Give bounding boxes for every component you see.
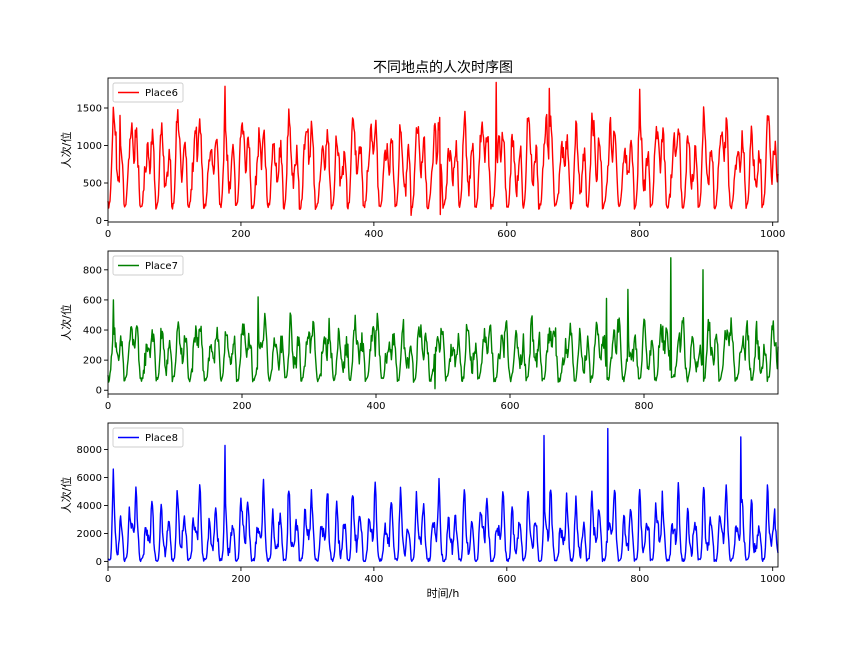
legend: Place8 — [112, 427, 184, 448]
legend-entry: Place8 — [145, 433, 178, 444]
y-tick-label: 4000 — [77, 501, 102, 512]
x-tick-label: 0 — [105, 574, 111, 585]
y-axis-label: 人次/位 — [59, 304, 73, 341]
y-tick-label: 500 — [83, 179, 102, 190]
x-tick-label: 200 — [231, 574, 250, 585]
y-tick-label: 8000 — [77, 445, 102, 456]
y-tick-label: 0 — [96, 386, 102, 397]
series-line-place7 — [107, 257, 779, 390]
y-tick-label: 200 — [83, 356, 102, 367]
x-tick-label: 400 — [364, 574, 383, 585]
chart-title: 不同地点的人次时序图 — [373, 60, 513, 76]
plot-frame — [107, 77, 779, 223]
y-tick-label: 0 — [96, 557, 102, 568]
y-tick-label: 1500 — [77, 104, 102, 115]
y-tick-label: 1000 — [77, 141, 102, 152]
plot-frame — [107, 422, 779, 568]
y-tick-label: 6000 — [77, 473, 102, 484]
y-axis-label: 人次/位 — [59, 477, 73, 514]
chart-panel-2: 0 200 400 600 800 0 200 400 600 800 人次/位 Place7 — [59, 250, 779, 412]
legend-entry: Place7 — [145, 261, 178, 272]
x-tick-label: 600 — [497, 229, 516, 240]
x-tick-label: 600 — [497, 574, 516, 585]
x-tick-label: 800 — [630, 574, 649, 585]
x-axis-label: 时间/h — [427, 587, 460, 600]
series-line-place8 — [107, 427, 779, 563]
x-tick-label: 400 — [364, 229, 383, 240]
plot-frame — [107, 250, 779, 395]
legend: Place7 — [112, 255, 184, 276]
y-axis-label: 人次/位 — [59, 132, 73, 169]
x-tick-label: 600 — [500, 401, 519, 412]
x-tick-label: 800 — [630, 229, 649, 240]
chart-panel-1: 0 200 400 600 800 1000 0 500 1000 1500 人次/位 Place6 — [59, 77, 785, 240]
x-tick-label: 1000 — [760, 229, 785, 240]
x-tick-label: 1000 — [760, 574, 785, 585]
x-tick-label: 0 — [105, 401, 111, 412]
chart-panel-3: 0 200 400 600 800 1000 0 2000 4000 6000 8000 人次/位时间… — [59, 422, 785, 600]
x-tick-label: 800 — [634, 401, 653, 412]
series-line-place6 — [107, 81, 779, 216]
x-tick-label: 400 — [366, 401, 385, 412]
legend: Place6 — [112, 82, 184, 103]
y-tick-label: 600 — [83, 295, 102, 306]
legend-box — [112, 427, 184, 448]
y-tick-label: 0 — [96, 216, 102, 227]
legend-box — [112, 82, 184, 103]
legend-box — [112, 255, 184, 276]
chart-panels: 0 200 400 600 800 1000050010001500人次/位Place60… — [59, 77, 785, 600]
y-tick-label: 2000 — [77, 529, 102, 540]
y-tick-label: 400 — [83, 326, 102, 337]
x-tick-label: 200 — [232, 401, 251, 412]
legend-entry: Place6 — [145, 88, 178, 99]
x-tick-label: 0 — [105, 229, 111, 240]
x-tick-label: 200 — [231, 229, 250, 240]
y-tick-label: 800 — [83, 265, 102, 276]
